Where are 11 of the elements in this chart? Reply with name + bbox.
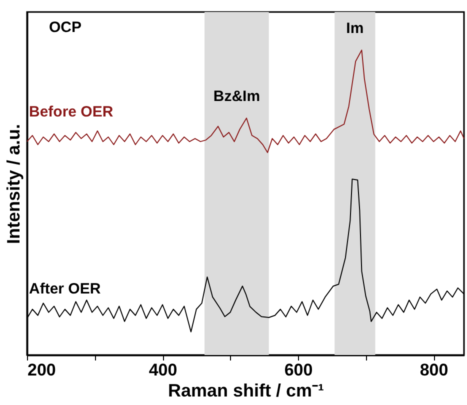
x-tick-label: 400: [148, 360, 178, 380]
x-tick-label: 600: [284, 360, 313, 380]
y-axis-title: Intensity / a.u.: [4, 124, 24, 244]
x-tick-label: 200: [28, 360, 56, 380]
band-label: Im: [346, 20, 364, 38]
band-label: Bz&Im: [213, 88, 260, 106]
series-label: After OER: [29, 280, 101, 298]
text: OCP: [49, 19, 82, 36]
x-tick-label: 800: [420, 360, 448, 380]
series-label: Before OER: [29, 104, 114, 121]
x-axis-title: Raman shift / cm⁻¹: [168, 380, 324, 400]
